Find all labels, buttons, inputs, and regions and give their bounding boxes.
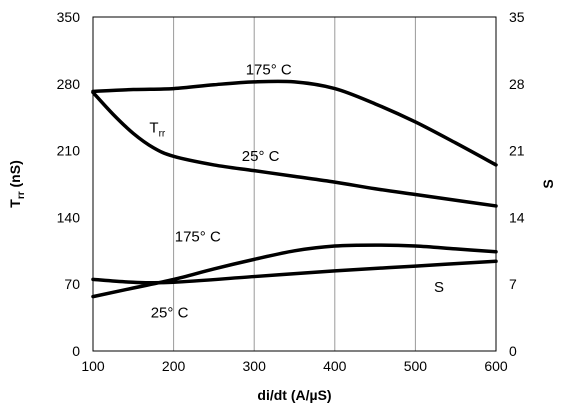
grid-lines bbox=[173, 17, 416, 351]
y-left-title-rest: (nS) bbox=[7, 160, 23, 191]
annotations: 175° C 25° C 175° C 25° C Trr S bbox=[149, 61, 444, 321]
y-right-tick-label: 35 bbox=[509, 9, 525, 25]
y-right-tick-label: 7 bbox=[509, 276, 517, 292]
y-left-axis-title: Trr (nS) bbox=[7, 160, 27, 207]
y-left-tick-labels: 0 70 140 210 280 350 bbox=[57, 9, 81, 359]
y-left-tick-label: 280 bbox=[57, 76, 81, 92]
svg-text:Trr (nS): Trr (nS) bbox=[7, 160, 27, 207]
series-line bbox=[91, 79, 498, 167]
y-left-title-sub: rr bbox=[16, 191, 27, 199]
y-left-tick-label: 140 bbox=[57, 209, 81, 225]
y-left-tick-label: 350 bbox=[57, 9, 81, 25]
series-label-sub: rr bbox=[159, 128, 166, 139]
y-right-tick-label: 14 bbox=[509, 209, 525, 225]
plot-frame bbox=[92, 16, 497, 352]
curve-annotation: 25° C bbox=[242, 148, 280, 165]
series-line bbox=[91, 259, 498, 285]
series-label-main: T bbox=[149, 119, 158, 136]
x-tick-label: 600 bbox=[484, 358, 508, 374]
y-right-tick-labels: 0 7 14 21 28 35 bbox=[509, 9, 525, 359]
y-left-title-main: T bbox=[7, 199, 23, 208]
y-left-tick-label: 210 bbox=[57, 143, 81, 159]
y-left-tick-label: 0 bbox=[72, 343, 80, 359]
series-label-main: S bbox=[434, 279, 444, 296]
series-line bbox=[91, 90, 498, 208]
x-tick-labels: 100 200 300 400 500 600 bbox=[81, 358, 508, 374]
series-label: S bbox=[434, 279, 444, 296]
curves bbox=[91, 79, 498, 299]
x-tick-label: 300 bbox=[243, 358, 267, 374]
y-right-axis-title: S bbox=[540, 179, 556, 188]
curve-annotation: 25° C bbox=[151, 305, 189, 322]
svg-text:S: S bbox=[540, 179, 556, 188]
y-right-tick-label: 0 bbox=[509, 343, 517, 359]
x-tick-label: 500 bbox=[404, 358, 428, 374]
x-tick-label: 100 bbox=[81, 358, 105, 374]
x-tick-label: 200 bbox=[162, 358, 186, 374]
x-axis-title: di/dt (A/µS) bbox=[257, 387, 331, 403]
series-label: Trr bbox=[149, 119, 166, 139]
y-left-tick-label: 70 bbox=[64, 276, 80, 292]
x-tick-label: 400 bbox=[323, 358, 347, 374]
curve-annotation: 175° C bbox=[246, 61, 292, 78]
y-right-tick-label: 28 bbox=[509, 76, 525, 92]
y-right-tick-label: 21 bbox=[509, 143, 525, 159]
curve-annotation: 175° C bbox=[175, 228, 221, 245]
